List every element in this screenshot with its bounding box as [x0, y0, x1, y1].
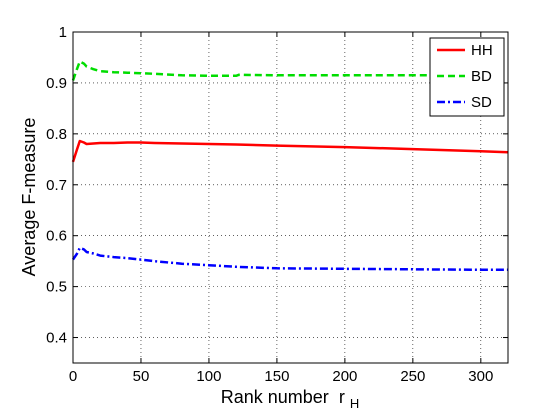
x-axis-label-text: Rank number [221, 387, 329, 407]
series-line-sd [71, 246, 508, 272]
legend: HH BD SD [429, 37, 505, 117]
y-tick-label-1: 0.5 [46, 279, 67, 296]
y-tick-label-2: 0.6 [46, 228, 67, 245]
gridlines [73, 32, 508, 363]
y-axis-label: Average F-measure [19, 118, 39, 277]
legend-label-bd: BD [471, 68, 492, 85]
y-tick-label-3: 0.7 [46, 177, 67, 194]
x-tick-label-1: 50 [133, 368, 150, 385]
legend-label-sd: SD [471, 94, 492, 111]
tick-marks [72, 31, 508, 363]
series-lines [71, 60, 509, 272]
y-tick-label-5: 0.9 [46, 75, 67, 92]
x-tick-label-4: 200 [332, 368, 357, 385]
x-tick-label-2: 100 [196, 368, 221, 385]
legend-label-hh: HH [471, 42, 493, 59]
y-tick-label-4: 0.8 [46, 126, 67, 143]
x-tick-label-6: 300 [468, 368, 493, 385]
series-line-hh [71, 139, 509, 163]
x-axis-label: Rank number r H [221, 387, 359, 411]
tick-labels: 0 50 100 150 200 250 300 0.4 0.5 0.6 0.7 0.8 0.9 1 [46, 24, 493, 385]
y-tick-label-6: 1 [59, 24, 67, 41]
x-tick-label-0: 0 [69, 368, 77, 385]
x-tick-label-5: 250 [400, 368, 425, 385]
x-tick-label-3: 150 [264, 368, 289, 385]
plot-frame [72, 31, 509, 364]
series-line-bd [71, 60, 508, 81]
x-axis-label-subscript: H [350, 396, 359, 411]
x-axis-label-symbol: r [339, 387, 345, 407]
y-tick-label-0: 0.4 [46, 330, 67, 347]
